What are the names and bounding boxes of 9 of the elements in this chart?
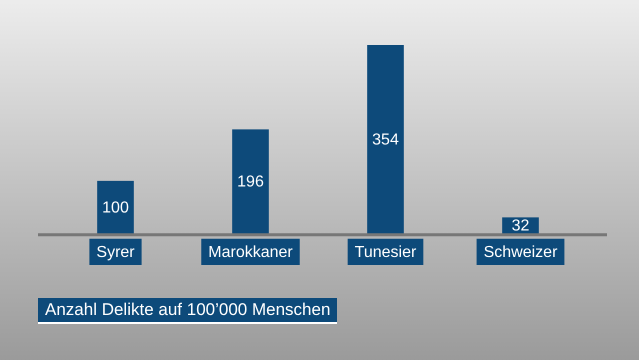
text: Anzahl Delikte auf 100’000 Menschen [38, 298, 338, 324]
x-tick-label: Tunesier [354, 244, 417, 261]
x-tick-label: Schweizer [484, 244, 558, 261]
data-label: 196 [237, 174, 264, 191]
data-label: 100 [102, 199, 129, 216]
x-tick-label: Marokkaner [208, 244, 294, 261]
data-label: 32 [512, 218, 530, 235]
data-label: 354 [372, 131, 399, 148]
x-tick-label: Syrer [96, 244, 136, 261]
